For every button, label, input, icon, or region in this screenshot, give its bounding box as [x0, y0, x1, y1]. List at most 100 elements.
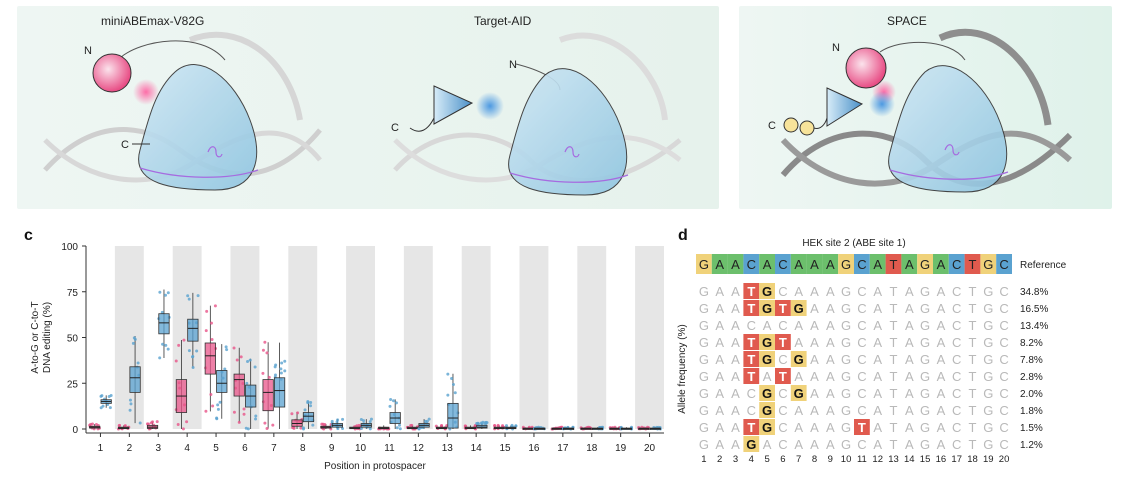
allele-base: G	[841, 318, 851, 333]
reference-base: G	[983, 257, 993, 272]
position-band	[403, 246, 433, 429]
allele-base: C	[778, 437, 787, 452]
allele-base: T	[969, 437, 977, 452]
allele-base: A	[826, 386, 835, 401]
allele-frequency: 2.8%	[1020, 372, 1043, 383]
y-axis-label-line2: DNA editing (%)	[42, 302, 53, 373]
data-point	[359, 417, 363, 421]
box	[129, 366, 141, 393]
data-point	[211, 404, 215, 408]
data-point	[330, 419, 334, 423]
allele-base: G	[841, 301, 851, 316]
allele-base: C	[857, 352, 866, 367]
data-point	[296, 411, 300, 415]
reference-base: G	[920, 257, 930, 272]
data-point	[261, 348, 265, 352]
edited-cell	[759, 334, 775, 350]
allele-base: G	[841, 369, 851, 384]
allele-base: A	[810, 352, 819, 367]
allele-base: A	[794, 318, 803, 333]
position-number: 18	[967, 454, 978, 465]
allele-base: A	[873, 352, 882, 367]
data-point	[388, 404, 392, 408]
allele-base: G	[699, 318, 709, 333]
data-point	[311, 423, 315, 427]
data-point	[185, 420, 189, 424]
position-number: 3	[733, 454, 738, 465]
edited-cell	[743, 368, 760, 384]
edited-base: G	[762, 352, 772, 367]
reference-label: Reference	[1020, 260, 1067, 271]
data-point	[138, 421, 142, 425]
allele-base: G	[920, 318, 930, 333]
data-point	[223, 367, 227, 371]
data-point	[279, 367, 283, 371]
data-point	[263, 421, 267, 425]
reference-cell	[901, 254, 918, 274]
position-number: 2	[717, 454, 722, 465]
allele-base: C	[999, 352, 1008, 367]
position-number: 16	[936, 454, 947, 465]
allele-base: A	[763, 437, 772, 452]
edited-cell	[743, 436, 760, 452]
position-number: 15	[920, 454, 931, 465]
reference-base: A	[905, 257, 914, 272]
allele-base: C	[952, 301, 961, 316]
data-point	[265, 351, 269, 355]
allele-base: A	[826, 437, 835, 452]
allele-base: G	[920, 420, 930, 435]
data-point	[232, 346, 236, 350]
y-tick-label: 25	[67, 379, 79, 390]
data-point	[309, 404, 313, 408]
reference-base: A	[794, 257, 803, 272]
x-tick-label: 1	[98, 443, 104, 454]
data-point	[359, 426, 363, 430]
allele-base: A	[905, 318, 914, 333]
allele-base: G	[699, 420, 709, 435]
allele-base: G	[983, 284, 993, 299]
position-number: 8	[812, 454, 817, 465]
data-point	[128, 408, 132, 412]
allele-base: T	[890, 369, 898, 384]
data-point	[261, 371, 265, 375]
allele-base: A	[763, 369, 772, 384]
data-point	[129, 402, 133, 406]
allele-base: G	[699, 437, 709, 452]
reference-cell	[696, 254, 712, 274]
position-number: 19	[983, 454, 994, 465]
data-point	[265, 427, 269, 431]
data-point	[213, 304, 217, 308]
allele-base: T	[890, 352, 898, 367]
data-point	[446, 372, 450, 376]
allele-base: A	[873, 437, 882, 452]
allele-base: C	[857, 301, 866, 316]
allele-base: G	[920, 301, 930, 316]
allele-base: A	[715, 352, 724, 367]
allele-base: A	[826, 318, 835, 333]
allele-base: A	[937, 369, 946, 384]
allele-base: T	[969, 403, 977, 418]
data-point	[450, 377, 454, 381]
data-point	[362, 419, 366, 423]
c-terminus-label-3: C	[768, 120, 776, 132]
c-terminus-label-1: C	[121, 139, 129, 151]
allele-base: A	[715, 386, 724, 401]
data-point	[391, 399, 395, 403]
data-point	[271, 423, 275, 427]
data-point	[248, 358, 252, 362]
data-point	[427, 417, 431, 421]
reference-base: T	[969, 257, 977, 272]
data-point	[409, 423, 413, 427]
x-axis-label: Position in protospacer	[324, 461, 426, 472]
y-tick-label: 100	[61, 242, 78, 253]
edited-cell	[743, 300, 760, 316]
data-point	[244, 426, 248, 430]
edited-base: G	[794, 352, 804, 367]
allele-base: C	[778, 352, 787, 367]
position-number: 9	[828, 454, 833, 465]
edited-base: G	[762, 403, 772, 418]
allele-base: A	[810, 403, 819, 418]
allele-base: A	[826, 335, 835, 350]
allele-base: T	[890, 284, 898, 299]
allele-base: C	[857, 335, 866, 350]
